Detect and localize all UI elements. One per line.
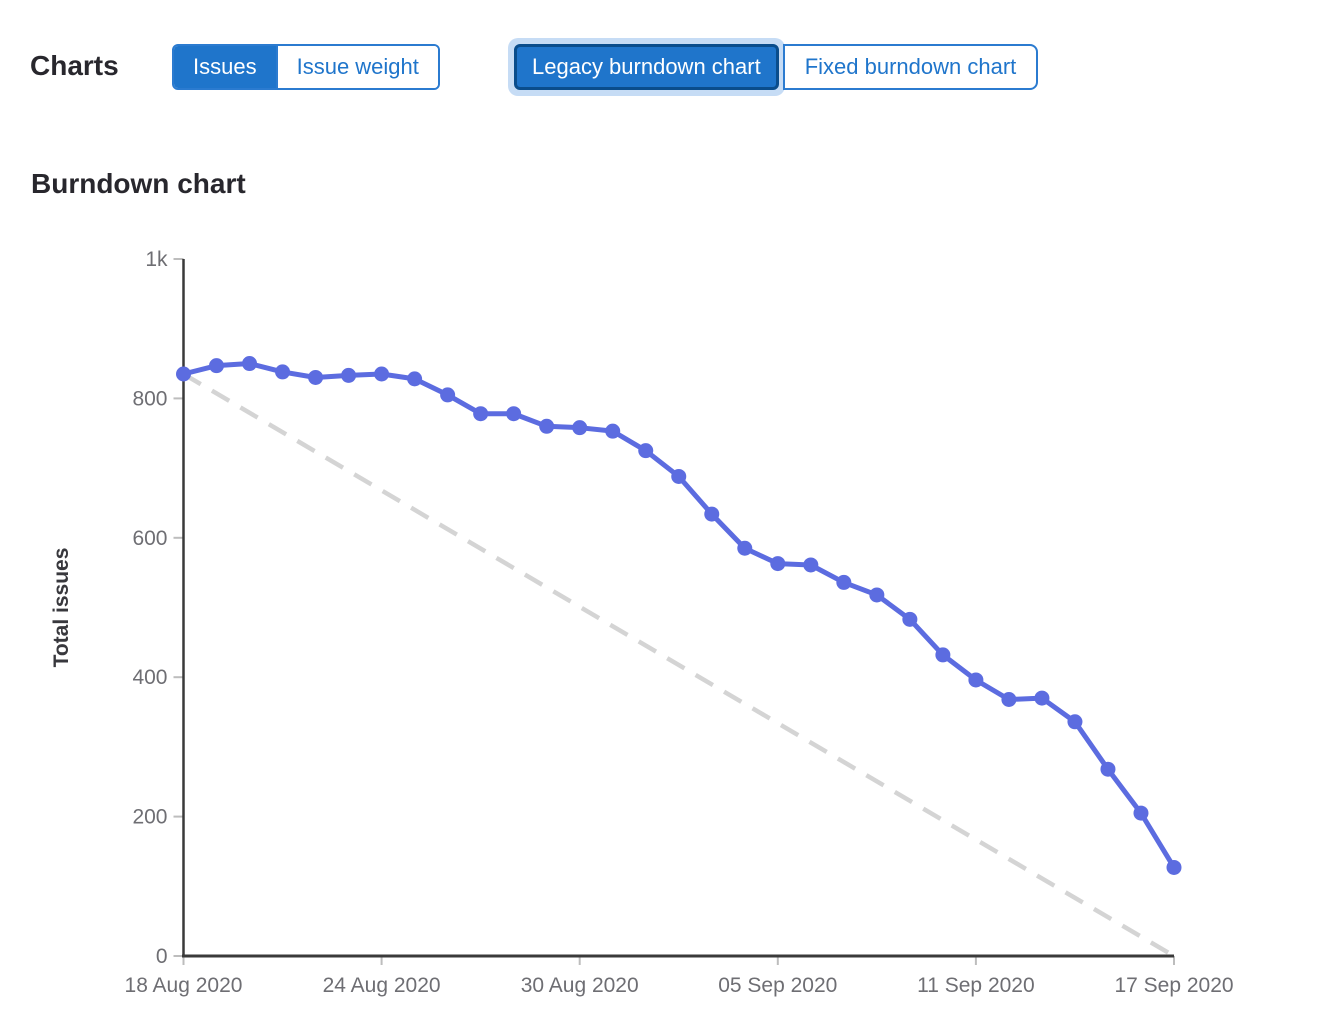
burndown-line <box>181 361 1177 870</box>
legacy-button-focus-ring: Legacy burndown chart <box>508 38 785 96</box>
data-point[interactable] <box>440 387 456 403</box>
y-tick-label: 800 <box>132 387 167 410</box>
data-point[interactable] <box>869 587 885 603</box>
x-tick-label: 24 Aug 2020 <box>323 974 441 997</box>
issue-weight-toggle-button[interactable]: Issue weight <box>275 46 438 88</box>
data-point[interactable] <box>572 420 588 436</box>
data-point[interactable] <box>1166 859 1182 875</box>
data-point[interactable] <box>671 468 687 484</box>
data-point[interactable] <box>275 364 291 380</box>
data-point[interactable] <box>1001 692 1017 708</box>
y-axis-title: Total issues <box>50 548 73 668</box>
data-point[interactable] <box>803 557 819 573</box>
data-point[interactable] <box>902 611 918 627</box>
x-tick-label: 18 Aug 2020 <box>125 974 243 997</box>
data-point[interactable] <box>770 556 786 572</box>
x-tick-label: 30 Aug 2020 <box>521 974 639 997</box>
data-point[interactable] <box>473 406 489 422</box>
data-point[interactable] <box>1100 761 1116 777</box>
data-point[interactable] <box>968 672 984 688</box>
ideal-guideline <box>182 372 1176 958</box>
data-point[interactable] <box>341 367 357 383</box>
y-tick-label: 600 <box>132 527 167 550</box>
fixed-burndown-chart-button[interactable]: Fixed burndown chart <box>782 44 1039 90</box>
x-tick-label: 05 Sep 2020 <box>718 974 837 997</box>
charts-section-label: Charts <box>30 50 119 81</box>
data-point[interactable] <box>242 356 258 372</box>
data-point[interactable] <box>1034 690 1050 706</box>
data-point[interactable] <box>935 647 951 663</box>
data-point[interactable] <box>704 506 720 522</box>
data-point[interactable] <box>308 369 324 385</box>
data-point[interactable] <box>1067 714 1083 730</box>
y-tick-label: 0 <box>156 945 168 968</box>
chart-type-toggle-group: Legacy burndown chart Fixed burndown cha… <box>508 38 1039 96</box>
data-point[interactable] <box>209 358 225 374</box>
y-tick-label: 200 <box>132 806 167 829</box>
data-point[interactable] <box>539 418 555 434</box>
data-point[interactable] <box>638 443 654 459</box>
x-tick-label: 11 Sep 2020 <box>917 974 1035 997</box>
data-point[interactable] <box>836 574 852 590</box>
issues-toggle-button[interactable]: Issues <box>174 46 276 88</box>
x-tick-label: 17 Sep 2020 <box>1114 974 1233 997</box>
data-point[interactable] <box>407 371 423 387</box>
data-point[interactable] <box>1133 805 1149 821</box>
metric-toggle-group: Issues Issue weight <box>172 44 440 90</box>
burndown-chart-title: Burndown chart <box>31 168 246 199</box>
y-tick-label: 400 <box>132 666 167 689</box>
data-point[interactable] <box>374 366 390 382</box>
data-point[interactable] <box>176 366 191 382</box>
burndown-chart-svg: 0 200 400 600 800 1k 18 Aug 2020 24 Aug 2020 30 … <box>50 248 1234 997</box>
y-tick-label: 1k <box>145 248 168 271</box>
data-point[interactable] <box>605 423 621 439</box>
data-point[interactable] <box>737 540 753 556</box>
data-point[interactable] <box>506 406 522 422</box>
legacy-burndown-chart-button[interactable]: Legacy burndown chart <box>514 44 779 90</box>
